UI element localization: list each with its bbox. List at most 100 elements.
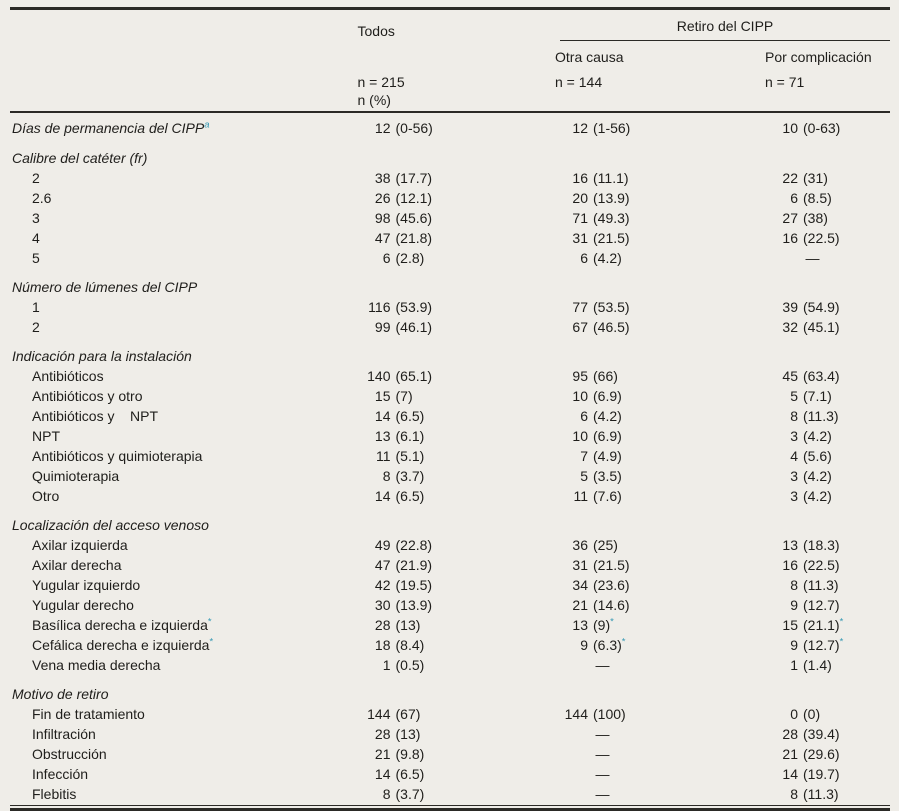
value-cell: 77 (53.5)	[500, 297, 705, 317]
percent-value: (3.5)	[593, 468, 622, 484]
row-label: Obstrucción	[32, 746, 107, 762]
column-group-header-retiro-del-cipp: Retiro del CIPP	[560, 10, 891, 41]
footnote-marker: *	[839, 636, 844, 648]
row-label: Yugular derecho	[32, 597, 134, 613]
percent-value: (39.4)	[803, 726, 840, 742]
percent-value: (9)*	[593, 616, 614, 633]
count-value: 13	[572, 617, 588, 633]
count-value: 45	[782, 368, 798, 384]
count-value: 12	[572, 120, 588, 136]
count-value: 5	[790, 388, 798, 404]
table-row: Quimioterapia 8 (3.7) 5 (3.5) 3 (4.2)	[10, 466, 890, 486]
value-cell: 8 (11.3)	[705, 406, 890, 426]
sample-size-por-complicacion: n = 71	[765, 74, 805, 90]
percent-value: (53.9)	[395, 299, 433, 315]
table-row: Días de permanencia del CIPPa 12 (0-56) 12(…	[10, 111, 891, 139]
percent-value: (12.1)	[395, 190, 433, 206]
row-label: 2	[32, 170, 40, 186]
paper-table-page: Todos Retiro del CIPP Otra causa Por com…	[0, 7, 899, 811]
value-cell: 6 (4.2)	[500, 406, 705, 426]
value-cell: 6 (2.8)	[310, 248, 500, 268]
count-value: 8	[790, 786, 798, 802]
value-cell: 47 (21.9)	[310, 555, 500, 575]
count-value: 9	[580, 637, 588, 653]
table-row: Infiltración 28 (13) —28 (39.4)	[10, 724, 890, 744]
count-value: 5	[580, 468, 588, 484]
table-body: Días de permanencia del CIPPa 12 (0-56) 12(…	[10, 111, 891, 804]
row-label: NPT	[32, 428, 60, 444]
percent-value: (21.5)	[593, 557, 630, 573]
section-row: Número de lúmenes del CIPP	[10, 268, 890, 297]
percent-value: (1.4)	[803, 657, 832, 673]
count-value: 26	[374, 190, 391, 206]
table-top-rule	[10, 7, 890, 10]
no-data-dash: —	[595, 786, 610, 802]
value-cell: 144 (67)	[310, 704, 500, 724]
percent-value: (21.1)*	[803, 616, 844, 633]
count-value: 28	[374, 726, 391, 742]
row-label: Quimioterapia	[32, 468, 120, 484]
value-cell: 11 (7.6)	[500, 486, 705, 506]
percent-value: (11.1)	[593, 170, 629, 186]
value-cell: 21 (29.6)	[705, 744, 890, 764]
value-cell: —	[500, 744, 705, 764]
percent-value: (1-56)	[593, 120, 631, 136]
value-cell: —	[500, 724, 705, 744]
percent-value: (4.2)	[593, 250, 622, 266]
row-label: Días de permanencia del CIPPa	[10, 111, 310, 139]
value-cell: 34 (23.6)	[500, 575, 705, 595]
count-value: 22	[782, 170, 798, 186]
count-value: 28	[782, 726, 798, 742]
count-value: 0	[790, 706, 798, 722]
percent-value: (53.5)	[593, 299, 630, 315]
count-value: 32	[782, 319, 798, 335]
count-value: 6	[580, 408, 588, 424]
no-data-dash: —	[595, 657, 610, 673]
value-cell: 18 (8.4)	[310, 635, 500, 655]
count-value: 13	[782, 537, 798, 553]
count-value: 34	[572, 577, 588, 593]
value-cell: 28 (13)	[310, 724, 500, 744]
table-row: 3 98 (45.6) 71 (49.3) 27 (38)	[10, 208, 890, 228]
value-cell: 28 (13)	[310, 615, 500, 635]
percent-value: (22.5)	[803, 230, 840, 246]
percent-value: (4.2)	[803, 488, 832, 504]
section-row: Indicación para la instalación	[10, 337, 890, 366]
count-value: 1	[382, 657, 391, 673]
table-row: Infección 14 (6.5) —14 (19.7)	[10, 764, 890, 784]
unit-label-n-percent: n (%)	[357, 92, 391, 108]
count-value: 99	[374, 319, 391, 335]
value-cell: 22 (31)	[705, 168, 890, 188]
percent-value: (4.2)	[593, 408, 622, 424]
count-value: 8	[790, 577, 798, 593]
value-cell: 10 (6.9)	[500, 386, 705, 406]
percent-value: (54.9)	[803, 299, 840, 315]
count-value: 144	[367, 706, 391, 722]
count-value: 9	[790, 637, 798, 653]
table-row: Otro 14 (6.5) 11 (7.6) 3 (4.2)	[10, 486, 890, 506]
count-value: 4	[790, 448, 798, 464]
value-cell: 116 (53.9)	[310, 297, 500, 317]
count-value: 9	[790, 597, 798, 613]
count-value: 28	[374, 617, 391, 633]
row-label: 3	[32, 210, 40, 226]
percent-value: (19.5)	[395, 577, 433, 593]
value-cell: 42 (19.5)	[310, 575, 500, 595]
value-cell: 36 (25)	[500, 535, 705, 555]
count-value: 14	[374, 488, 391, 504]
value-cell: 8 (3.7)	[310, 466, 500, 486]
footnote-marker: *	[610, 616, 614, 628]
value-cell: 7 (4.9)	[500, 446, 705, 466]
row-label: Yugular izquierdo	[32, 577, 141, 593]
count-value: 15	[374, 388, 391, 404]
percent-value: (21.8)	[395, 230, 433, 246]
count-value: 3	[790, 428, 798, 444]
count-value: 30	[374, 597, 391, 613]
count-value: 95	[572, 368, 588, 384]
sample-size-otra-causa: n = 144	[555, 74, 603, 90]
value-cell: 16 (22.5)	[705, 228, 890, 248]
percent-value: (12.7)	[803, 597, 840, 613]
no-data-dash: —	[595, 746, 610, 762]
percent-value: (6.9)	[593, 388, 622, 404]
value-cell: 67 (46.5)	[500, 317, 705, 337]
